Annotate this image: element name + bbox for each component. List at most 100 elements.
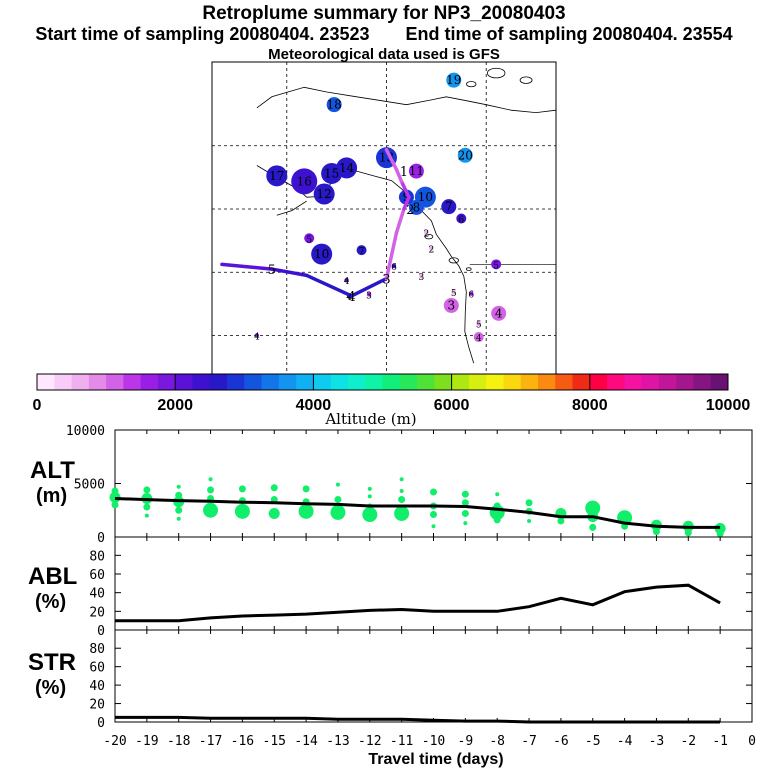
- plume-marker-label: 12: [317, 187, 332, 201]
- altitude-point: [270, 484, 278, 492]
- plume-marker: [356, 245, 367, 256]
- alt-panel-unit: (m): [36, 485, 67, 507]
- colorbar-tick-label: 0: [33, 397, 42, 414]
- plume-marker: [398, 189, 414, 205]
- panel-2: 0 20 40 60 80: [89, 629, 753, 731]
- altitude-point: [362, 507, 378, 523]
- colorbar-swatch: [347, 374, 366, 390]
- alt-panel-label: ALT: [30, 457, 75, 484]
- y-tick-label: 80: [89, 642, 105, 657]
- plume-marker: [446, 72, 462, 88]
- met-data-label: Meteorological data used is GFS: [268, 46, 500, 63]
- colorbar-swatch: [244, 374, 262, 390]
- altitude-point: [109, 491, 121, 503]
- plume-marker-label: 5: [493, 261, 499, 271]
- mean-path: 5 4 3 2 1: [220, 147, 415, 305]
- sampling-times: Start time of sampling 20080404. 23523 E…: [0, 24, 768, 45]
- end-time-label: End time of sampling 20080404. 23554: [405, 24, 733, 44]
- altitude-point: [495, 492, 500, 497]
- altitude-point: [143, 503, 151, 511]
- colorbar-swatch: [468, 374, 487, 390]
- panel-0: 0 5000 10000: [66, 424, 753, 546]
- plume-marker-label: 3: [366, 291, 372, 301]
- altitude-point: [398, 496, 406, 504]
- colorbar-swatch: [227, 374, 245, 390]
- colorbar-swatch: [676, 374, 694, 390]
- altitude-point: [111, 501, 119, 509]
- plume-marker-label: 4: [476, 334, 482, 344]
- x-tick-label: -11: [390, 734, 413, 749]
- plume-marker-label: 18: [327, 98, 342, 112]
- y-tick-label: 20: [89, 605, 105, 620]
- plume-marker-label: 5: [451, 289, 457, 299]
- plume-marker: [469, 291, 474, 296]
- mean-path-segment: [394, 207, 406, 235]
- mean-path-segment: [399, 179, 411, 199]
- plume-marker-label: 10: [418, 190, 433, 204]
- y-tick-label: 40: [89, 587, 105, 602]
- colorbar-tick-label: 4000: [296, 397, 332, 414]
- colorbar-label: Altitude (m): [324, 410, 416, 428]
- colorbar-swatch: [88, 374, 107, 390]
- x-tick-label: -10: [422, 734, 445, 749]
- mean-path-segment: [304, 273, 354, 298]
- altitude-point: [652, 528, 660, 536]
- plume-marker-label: 4: [346, 293, 352, 303]
- y-tick-label: 0: [97, 624, 105, 639]
- colorbar-swatch: [140, 374, 159, 390]
- altitude-point: [234, 503, 250, 519]
- map-frame: [211, 61, 557, 376]
- mean-path-label: 3: [382, 273, 390, 288]
- island-outline: [465, 267, 472, 271]
- altitude-point: [525, 499, 533, 507]
- plume-marker: [443, 297, 459, 313]
- x-tick-label: -19: [135, 734, 158, 749]
- plume-marker-label: 3: [447, 298, 455, 312]
- altitude-point: [527, 518, 532, 523]
- altitude-point: [207, 486, 215, 494]
- mean-path-label: 5: [268, 263, 276, 278]
- plume-marker: [408, 199, 424, 215]
- altitude-point: [268, 507, 280, 519]
- altitude-point: [208, 477, 213, 482]
- y-tick-label: 0: [97, 716, 105, 731]
- x-axis-label: Travel time (days): [368, 751, 503, 768]
- colorbar-swatch: [175, 374, 193, 390]
- mean-path-segment: [270, 267, 309, 278]
- plume-marker-label: 6: [468, 291, 474, 301]
- x-tick-label: -12: [358, 734, 381, 749]
- y-tick-label: 0: [97, 531, 105, 546]
- plume-marker: [344, 277, 349, 283]
- mean-path-label: 4: [347, 290, 355, 305]
- x-tick-label: -4: [617, 734, 633, 749]
- x-tick-label: -16: [231, 734, 254, 749]
- altitude-point: [431, 524, 436, 529]
- colorbar-swatch: [589, 374, 608, 390]
- x-tick-label: -6: [553, 734, 569, 749]
- colorbar-swatch: [451, 374, 470, 390]
- colorbar-swatch: [710, 374, 729, 390]
- mean-path-segment: [384, 230, 399, 281]
- plume-marker-label: 17: [269, 169, 284, 183]
- colorbar-swatch: [434, 374, 452, 390]
- island-outline: [448, 257, 459, 264]
- colorbar-frame: [36, 373, 729, 391]
- altitude-colorbar: 0 2000 4000 6000 8000 10000: [33, 373, 750, 414]
- plume-marker-label: 20: [458, 148, 473, 162]
- plume-marker: [419, 273, 424, 279]
- plume-marker-label: 4: [254, 332, 260, 342]
- arctic-coastline: [256, 86, 556, 114]
- altitude-point: [176, 516, 181, 521]
- colorbar-tick-label: 6000: [434, 397, 470, 414]
- plume-marker-label: 11: [409, 164, 424, 178]
- altitude-point: [461, 499, 469, 507]
- map-graticule: [212, 62, 556, 375]
- colorbar-swatch: [296, 374, 314, 390]
- plume-marker-label: 15: [324, 166, 339, 180]
- str-panel-label: STR: [28, 649, 76, 676]
- plume-marker-label: 2: [424, 230, 430, 240]
- altitude-point: [430, 511, 437, 519]
